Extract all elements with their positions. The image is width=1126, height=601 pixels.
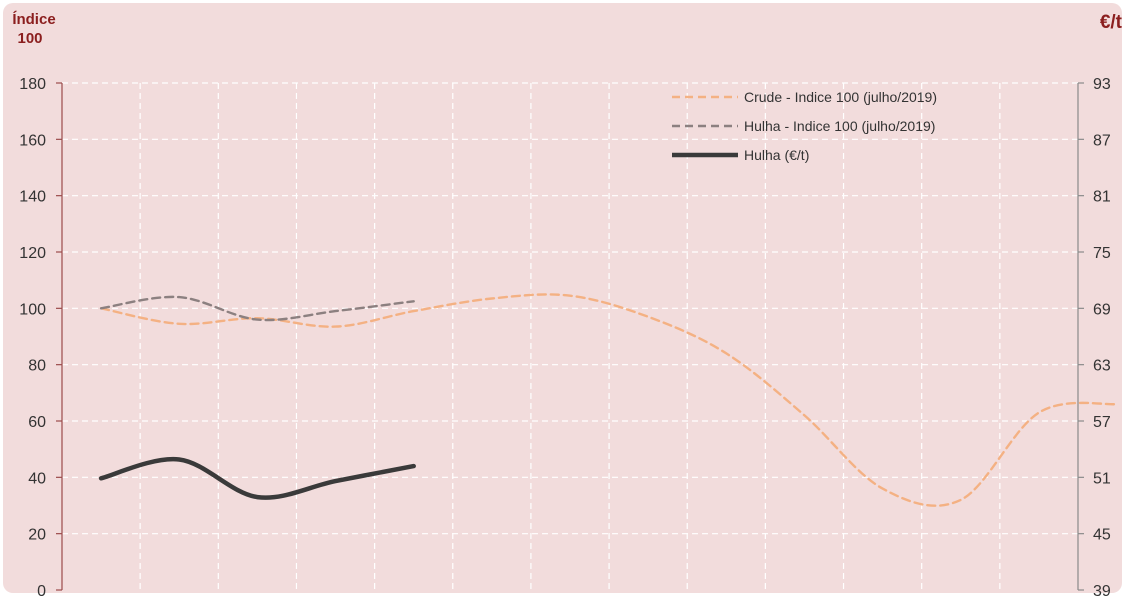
- y-right-tick-label: 39: [1093, 583, 1111, 596]
- legend: Crude - Indice 100 (julho/2019) Hulha - I…: [672, 89, 937, 163]
- y-right-tick-label: 63: [1093, 358, 1111, 375]
- ticks-layer: 0 39 20 45 40 51 60 57 80 63 100 69 120 75 140 81 160 87 1…: [19, 76, 1111, 600]
- y-left-tick-label: 60: [28, 414, 46, 431]
- y-right-tick-label: 81: [1093, 189, 1111, 206]
- series-layer: [98, 293, 1119, 507]
- legend-label: Hulha - Indice 100 (julho/2019): [744, 118, 935, 134]
- y-left-axis-title-line: Índice: [12, 11, 55, 28]
- y-left-tick-label: 160: [19, 132, 46, 149]
- y-right-tick-label: 57: [1093, 414, 1111, 431]
- y-right-tick-label: 93: [1093, 76, 1111, 93]
- y-left-tick-label: 100: [19, 301, 46, 318]
- series-line-1: [99, 295, 415, 322]
- y-right-tick-label: 87: [1093, 132, 1111, 149]
- y-left-tick-label: 140: [19, 189, 46, 206]
- y-left-tick-label: 20: [28, 527, 46, 544]
- y-left-tick-label: 40: [28, 470, 46, 487]
- series-line-2: [98, 456, 416, 500]
- y-right-tick-label: 51: [1093, 470, 1111, 487]
- chart-background: [3, 3, 1122, 593]
- y-right-tick-label: 45: [1093, 527, 1111, 544]
- legend-label: Crude - Indice 100 (julho/2019): [744, 89, 937, 105]
- y-left-axis-title: Índice 100: [12, 11, 55, 47]
- y-right-tick-label: 75: [1093, 245, 1111, 262]
- y-left-axis-title-line: 100: [17, 30, 42, 47]
- legend-label: Hulha (€/t): [744, 147, 809, 163]
- y-left-tick-label: 80: [28, 358, 46, 375]
- axes-layer: [61, 83, 1079, 590]
- y-right-tick-label: 69: [1093, 301, 1111, 318]
- y-left-tick-label: 180: [19, 76, 46, 93]
- y-left-tick-label: 120: [19, 245, 46, 262]
- grid-layer: [62, 82, 1078, 590]
- y-right-axis-title: €/t: [1100, 12, 1123, 33]
- y-left-tick-label: 0: [37, 583, 46, 596]
